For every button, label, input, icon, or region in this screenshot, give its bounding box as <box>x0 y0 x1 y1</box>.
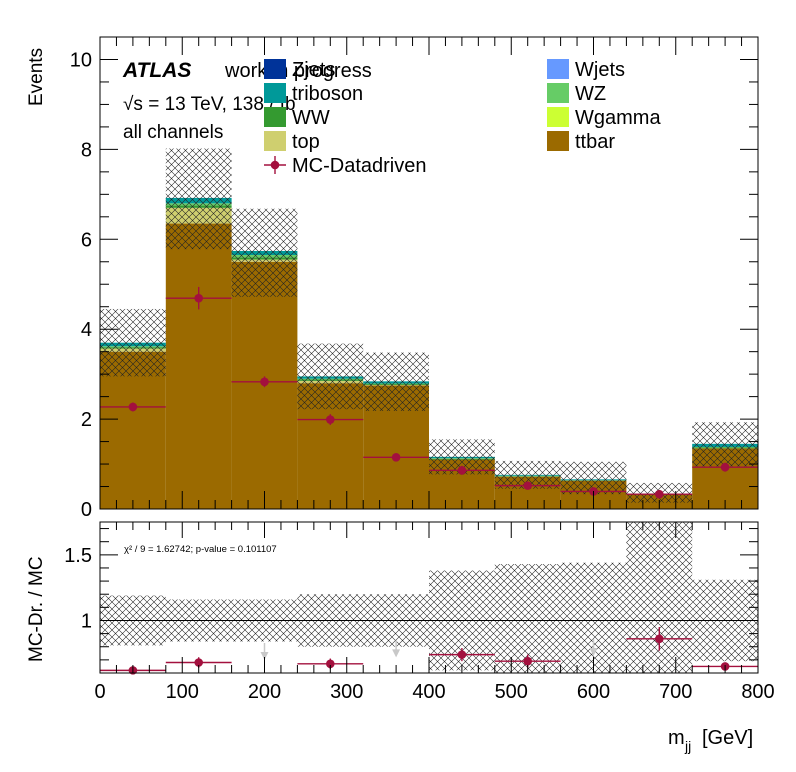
legend-label-wz: WZ <box>575 83 606 105</box>
x-tick-label: 700 <box>659 681 692 703</box>
uncertainty-band-bin-9 <box>692 422 758 467</box>
ratio-y-tick-label: 1.5 <box>64 545 92 567</box>
x-tick-label: 200 <box>248 681 281 703</box>
legend-label-wjets: Wjets <box>575 59 625 81</box>
legend-swatch-wjets <box>547 59 569 79</box>
x-axis-label-sub: jj <box>684 738 691 754</box>
main-y-tick-label: 0 <box>81 499 92 521</box>
ratio-band-bin-7 <box>560 562 627 673</box>
data-point-1 <box>194 293 203 303</box>
ratio-y-axis-label: MC-Dr. / MC <box>26 556 47 662</box>
uncertainty-band-bin-3 <box>297 343 364 410</box>
main-plot: 0 2 4 6 8 10 <box>70 36 759 521</box>
main-y-tick-label: 6 <box>81 229 92 251</box>
data-point-3 <box>326 415 335 424</box>
x-axis-label-m: m <box>668 727 685 749</box>
legend-swatch-ww <box>264 107 286 127</box>
data-point-0 <box>128 402 138 412</box>
data-point-8 <box>655 489 664 499</box>
ratio-point-1 <box>194 658 203 667</box>
legend-swatch-ttbar <box>547 131 569 151</box>
x-tick-label: 100 <box>166 681 199 703</box>
legend-swatch-top <box>264 131 286 151</box>
bar-ttbar-bin-0 <box>100 351 166 509</box>
legend-label-top: top <box>292 131 320 153</box>
legend-label-wgamma: Wgamma <box>575 107 661 129</box>
data-point-9 <box>720 462 730 472</box>
data-point-2 <box>260 377 269 387</box>
main-y-tick-label: 4 <box>81 319 92 341</box>
data-point-5 <box>457 466 467 475</box>
x-tick-label: 0 <box>94 681 105 703</box>
x-tick-label: 400 <box>412 681 445 703</box>
atlas-sub-label: work in progress <box>224 60 372 82</box>
legend-label-zjets: Zjets <box>292 59 335 81</box>
atlas-label: ATLAS <box>122 59 191 82</box>
energy-label: √s = 13 TeV, 138 / fb <box>123 94 296 115</box>
channel-label: all channels <box>123 122 223 143</box>
ratio-offscale-marker-2 <box>260 651 269 660</box>
legend-marker-point <box>270 160 280 170</box>
uncertainty-band-bin-4 <box>363 352 429 412</box>
x-tick-label: 500 <box>495 681 528 703</box>
bar-ttbar-bin-1 <box>165 223 232 510</box>
x-tick-label: 300 <box>330 681 363 703</box>
ratio-point-5 <box>457 650 467 659</box>
main-y-tick-label: 8 <box>81 139 92 161</box>
legend-swatch-triboson <box>264 83 286 103</box>
x-axis-label-unit: [GeV] <box>702 727 753 749</box>
data-point-6 <box>523 481 532 490</box>
main-y-axis-label: Events <box>26 48 47 106</box>
uncertainty-band-bin-1 <box>165 148 232 250</box>
x-tick-label: 600 <box>577 681 610 703</box>
ratio-point-6 <box>523 656 532 666</box>
legend-label-mc-datadriven: MC-Datadriven <box>292 155 426 177</box>
data-point-4 <box>391 453 401 462</box>
uncertainty-band-bin-0 <box>100 308 166 377</box>
ratio-offscale-marker-7 <box>589 648 598 657</box>
ratio-y-tick-label: 1 <box>81 610 92 632</box>
x-axis-label: m jj [GeV] <box>668 727 753 754</box>
main-y-tick-label: 10 <box>70 49 92 71</box>
uncertainty-band-bin-2 <box>231 208 298 297</box>
chi2-stat-text: χ² / 9 = 1.62742; p-value = 0.101107 <box>124 544 277 555</box>
ratio-point-8 <box>655 634 664 644</box>
legend-label-ww: WW <box>292 107 330 129</box>
x-tick-label: 800 <box>741 681 774 703</box>
legend-swatch-wz <box>547 83 569 103</box>
ratio-plot: 1 1.5 0 100 200 300 400 500 600 700 800 <box>64 521 775 703</box>
legend-swatch-wgamma <box>547 107 569 127</box>
ratio-offscale-marker-4 <box>392 649 401 658</box>
main-y-tick-label: 2 <box>81 409 92 431</box>
legend-label-ttbar: ttbar <box>575 131 615 153</box>
legend-swatch-zjets <box>264 59 286 79</box>
legend-label-triboson: triboson <box>292 83 363 105</box>
ratio-point-3 <box>326 659 335 669</box>
